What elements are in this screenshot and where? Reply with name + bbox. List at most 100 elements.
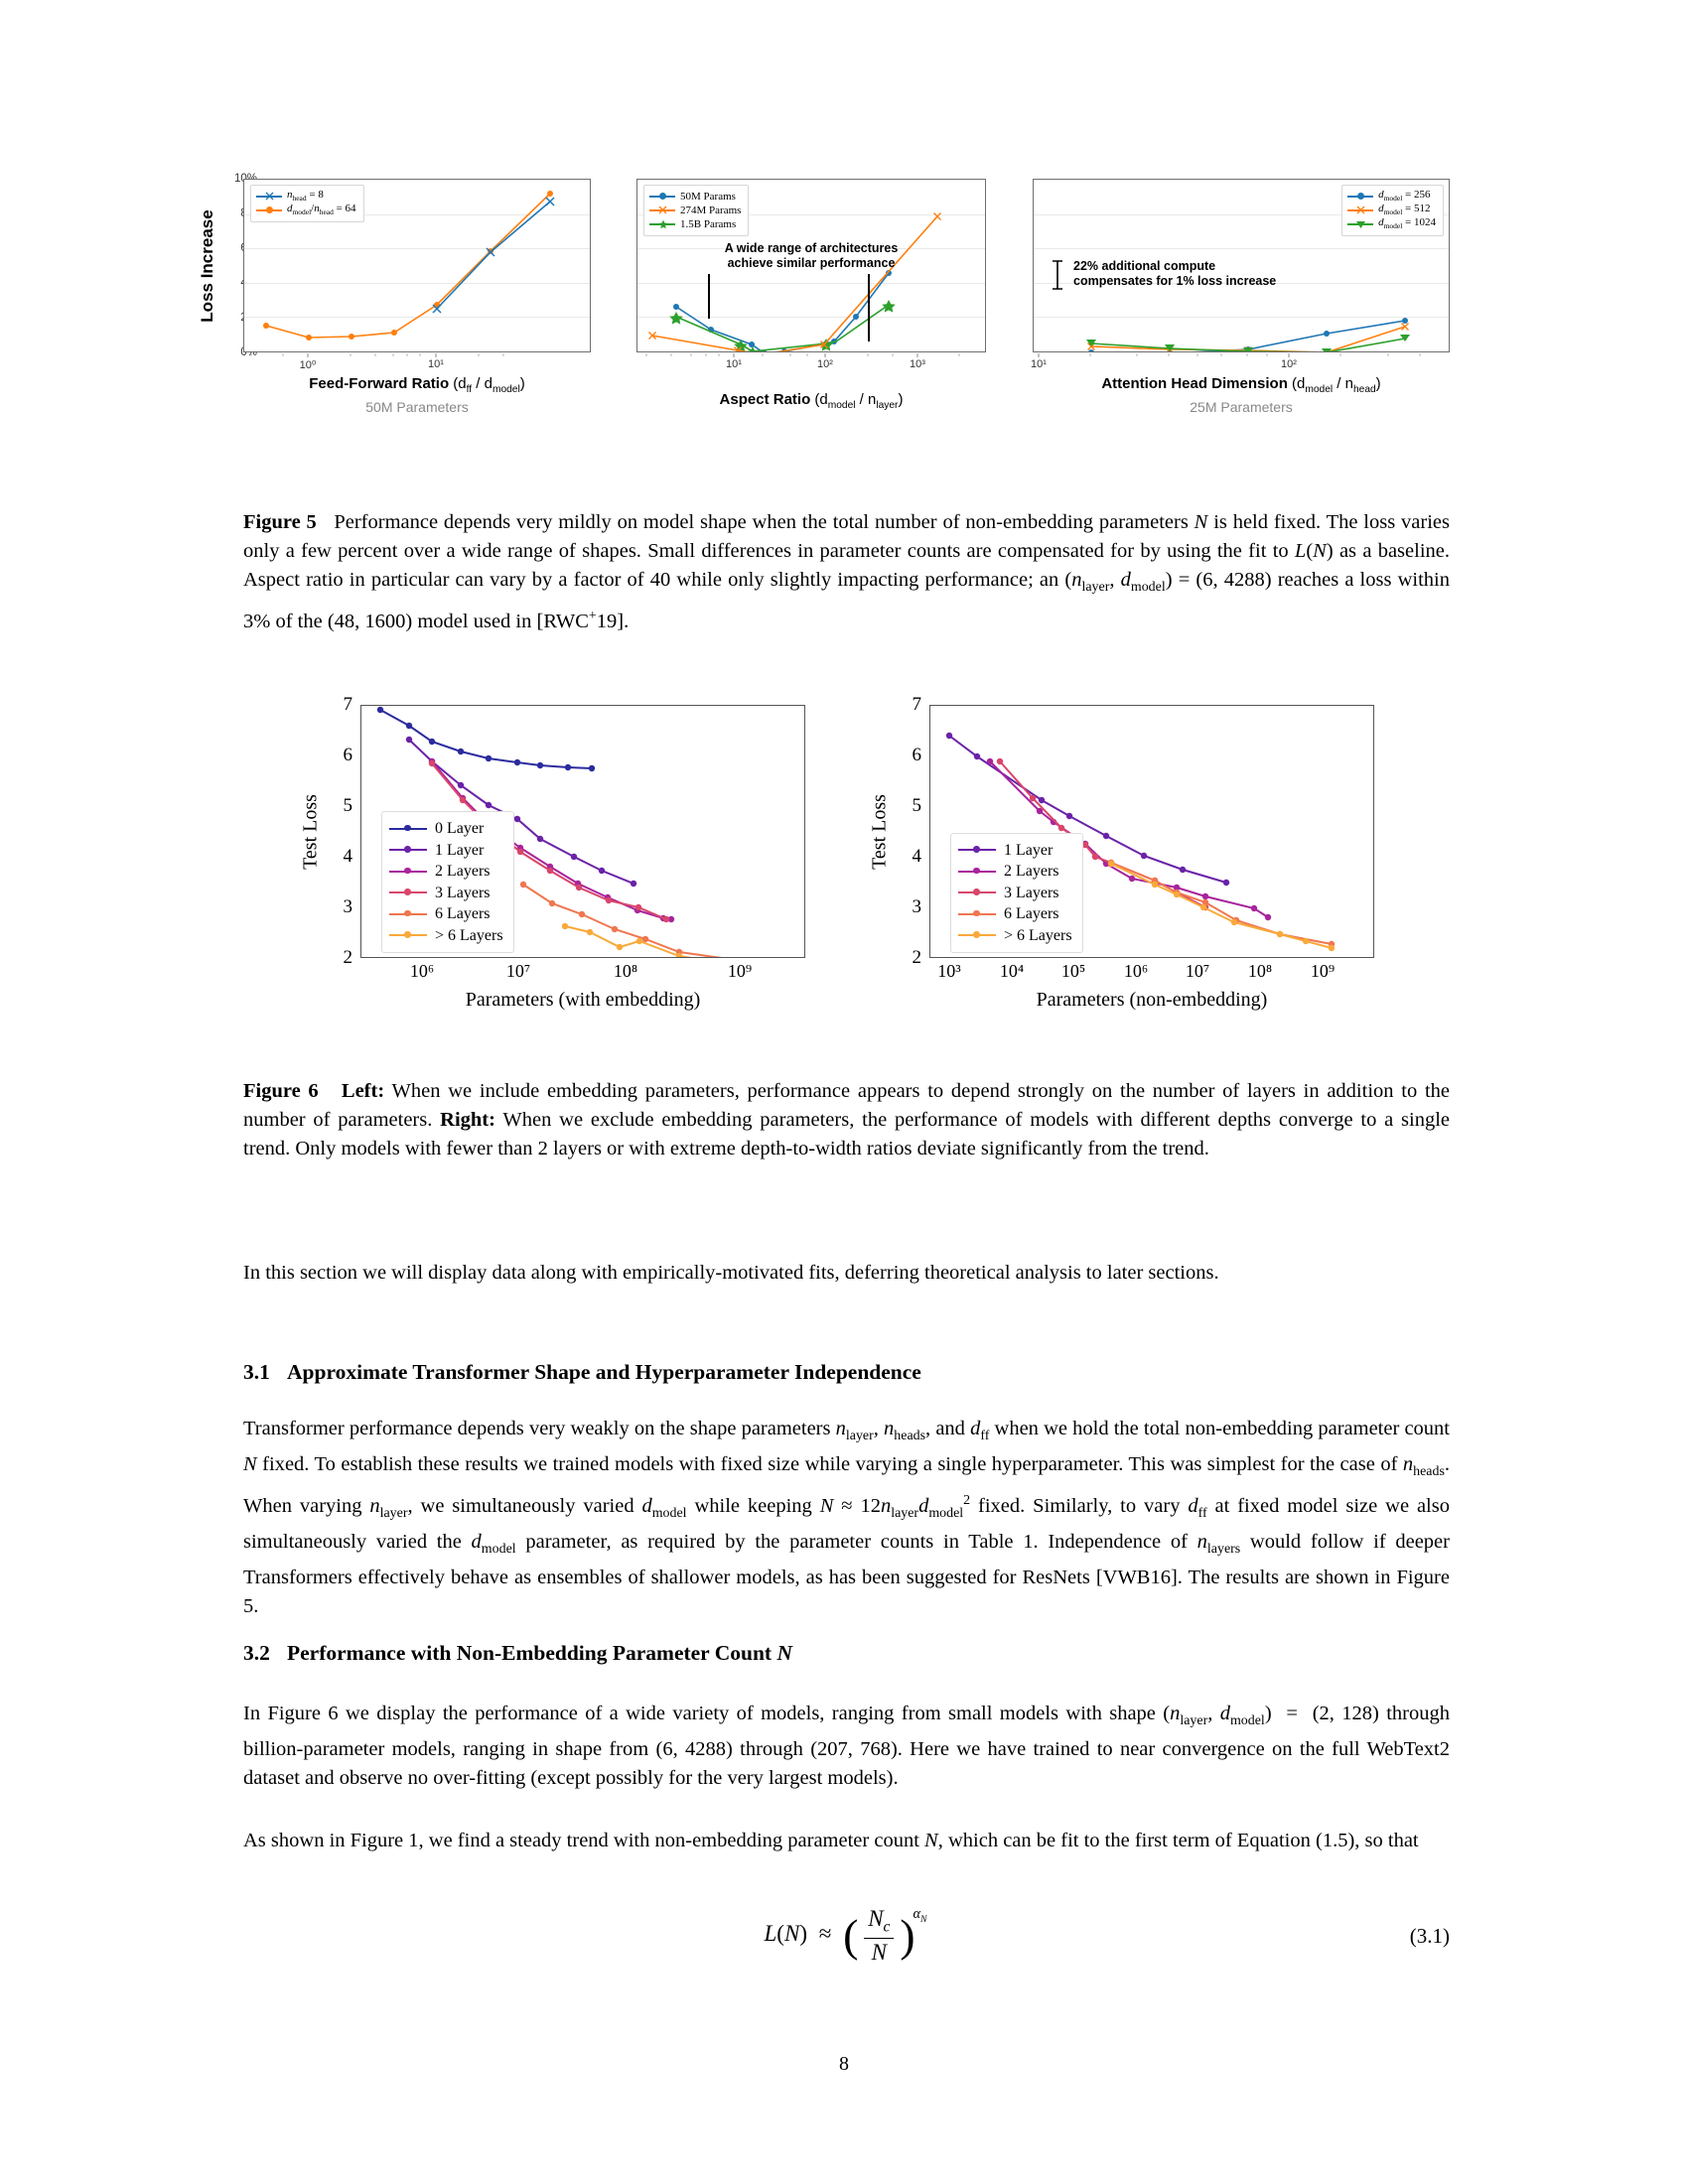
figure5-y-axis-label-text: Loss Increase xyxy=(198,208,216,323)
dot-marker-icon xyxy=(973,846,980,853)
legend-swatch-line xyxy=(958,888,996,895)
x-tick-label: 10¹ xyxy=(1031,358,1047,370)
fraction-numerator: Nc xyxy=(864,1906,895,1939)
dot-marker-icon xyxy=(659,193,666,200)
legend-label: dmodel = 1024 xyxy=(1378,215,1436,231)
figure6-right-series xyxy=(945,732,1336,952)
x-marker-icon xyxy=(658,205,667,214)
x-title-bold: Aspect Ratio xyxy=(719,391,811,408)
y-axis-label-text: Test Loss xyxy=(868,793,891,870)
figure5-p1-x-subtitle: 50M Parameters xyxy=(365,399,469,415)
legend-label: 274M Params xyxy=(680,205,742,216)
figure5-p1-legend: nhead = 8 dmodel/nhead = 64 xyxy=(250,185,364,222)
legend-swatch-line xyxy=(389,824,427,832)
legend-swatch-line xyxy=(958,931,996,938)
legend-label: 3 Layers xyxy=(435,884,491,901)
legend-swatch-line xyxy=(1347,193,1374,200)
x-tick-label: 10⁷ xyxy=(1185,961,1210,981)
plot-area: nhead = 8 dmodel/nhead = 64 xyxy=(243,179,591,352)
figure5-p2-legend: 50M Params 274M Params xyxy=(643,185,750,236)
dot-marker-icon xyxy=(973,931,980,938)
section-number: 3.1 xyxy=(243,1360,270,1384)
intro-paragraph: In this section we will display data alo… xyxy=(243,1259,1450,1288)
figure6-left-series xyxy=(376,706,722,957)
figure5-p2-series xyxy=(648,212,941,351)
x-tick-label: 10³ xyxy=(937,961,961,981)
figure5-p1-x-title: Feed-Forward Ratio (dff / dmodel) xyxy=(243,375,591,395)
section-3-2-paragraph-a: In Figure 6 we display the performance o… xyxy=(243,1703,1450,1790)
figure6-caption-right-label: Right: xyxy=(440,1109,495,1131)
figure6-left-legend: 0 Layer 1 Layer 2 Layers 3 Layers 6 Layers > … xyxy=(381,811,514,953)
dot-marker-icon xyxy=(973,888,980,895)
x-title-light: (dmodel / nlayer) xyxy=(814,391,904,411)
legend-label: 6 Layers xyxy=(435,905,491,922)
x-title-bold: Attention Head Dimension xyxy=(1101,375,1288,392)
triangle-marker-icon xyxy=(1356,220,1366,228)
figure5-p2-x-ticks: 10¹ 10² 10³ xyxy=(636,353,986,375)
section-3-2-heading: 3.2 Performance with Non-Embedding Parame… xyxy=(243,1641,1450,1666)
legend-label: 2 Layers xyxy=(1004,863,1059,880)
section-3-1-heading: 3.1 Approximate Transformer Shape and Hyp… xyxy=(243,1360,1450,1385)
x-tick-label: 10¹ xyxy=(428,358,444,370)
figure6-caption-left-label: Left: xyxy=(341,1080,385,1102)
y-tick-label: 7 xyxy=(343,694,353,715)
legend-label: 50M Params xyxy=(680,191,736,203)
legend-label: nhead = 8 xyxy=(287,188,324,204)
section-title: Approximate Transformer Shape and Hyperp… xyxy=(287,1360,921,1384)
y-axis-label-text: Test Loss xyxy=(299,793,322,870)
figure6-left-x-ticks: 10⁶ 10⁷ 10⁸ 10⁹ xyxy=(360,961,805,987)
figure5-p3-series xyxy=(1053,260,1410,351)
legend-swatch-line xyxy=(389,909,427,917)
section-number: 3.2 xyxy=(243,1641,270,1665)
legend-item: dmodel = 512 xyxy=(1347,203,1436,217)
section-3-1-paragraph: Transformer performance depends very wea… xyxy=(243,1418,1450,1618)
legend-label: 0 Layer xyxy=(435,820,485,837)
x-title-bold: Feed-Forward Ratio xyxy=(309,375,450,392)
figure6-right-y-ticks: 7 6 5 4 3 2 xyxy=(892,694,925,968)
legend-label: dmodel = 256 xyxy=(1378,188,1431,204)
figure6-caption-right-text: When we exclude embedding parameters, th… xyxy=(243,1109,1450,1160)
x-tick-label: 10⁰ xyxy=(299,359,317,371)
figure5-p2-annotation: A wide range of architectures achieve sim… xyxy=(724,241,899,270)
figure6-caption-left-text: When we include embedding parameters, pe… xyxy=(243,1080,1450,1131)
legend-swatch-line xyxy=(256,206,282,213)
dot-marker-icon xyxy=(973,867,980,875)
left-paren: ( xyxy=(843,1909,859,1961)
legend-item: dmodel = 256 xyxy=(1347,188,1436,204)
legend-label: 3 Layers xyxy=(1004,884,1059,901)
star-marker-icon xyxy=(658,219,668,229)
legend-label: 6 Layers xyxy=(1004,905,1059,922)
legend-swatch-line xyxy=(389,931,427,938)
figure6-caption-label: Figure 6 xyxy=(243,1080,319,1102)
y-tick-label: 3 xyxy=(343,896,353,917)
plot-area: 50M Params 274M Params xyxy=(636,179,986,352)
plot-area: dmodel = 256 dmodel = 512 xyxy=(1033,179,1450,352)
figure6-panel-left: 0 Layer 1 Layer 2 Layers 3 Layers 6 Layers > … xyxy=(360,705,805,1011)
legend-item: 274M Params xyxy=(649,204,741,217)
y-tick-label: 4 xyxy=(343,846,353,867)
right-paren: ) xyxy=(900,1909,915,1961)
x-marker-icon xyxy=(265,192,274,201)
figure5-y-axis-label: Loss Increase xyxy=(195,179,220,352)
figure5-panel-feed-forward-ratio: nhead = 8 dmodel/nhead = 64 xyxy=(243,179,591,415)
figure6-right-x-label: Parameters (non-embedding) xyxy=(1036,989,1268,1011)
legend-swatch-line xyxy=(1347,220,1374,228)
figure5-p3-annotation: 22% additional compute compensates for 1%… xyxy=(1073,259,1277,288)
dot-marker-icon xyxy=(404,824,411,832)
dot-marker-icon xyxy=(404,888,411,895)
legend-swatch-line xyxy=(389,846,427,853)
equation-exponent: αN xyxy=(913,1906,927,1926)
figure5-panel-attention-head-dimension: dmodel = 256 dmodel = 512 xyxy=(1031,179,1450,415)
x-tick-label: 10⁶ xyxy=(1123,961,1149,981)
legend-swatch-line xyxy=(649,193,675,200)
legend-label: 1 Layer xyxy=(435,841,485,859)
x-tick-label: 10⁹ xyxy=(727,961,753,981)
figure5-p2-x-title: Aspect Ratio (dmodel / nlayer) xyxy=(636,391,986,411)
equation-number: (3.1) xyxy=(1409,1924,1450,1948)
legend-swatch-line xyxy=(649,219,675,228)
equation-3-1: L(N) ≈ ( Nc N )αN (3.1) xyxy=(243,1898,1451,1987)
legend-label: 1 Layer xyxy=(1004,841,1054,859)
legend-swatch-line xyxy=(256,192,282,201)
x-tick-label: 10⁶ xyxy=(409,961,435,981)
dot-marker-icon xyxy=(404,846,411,853)
